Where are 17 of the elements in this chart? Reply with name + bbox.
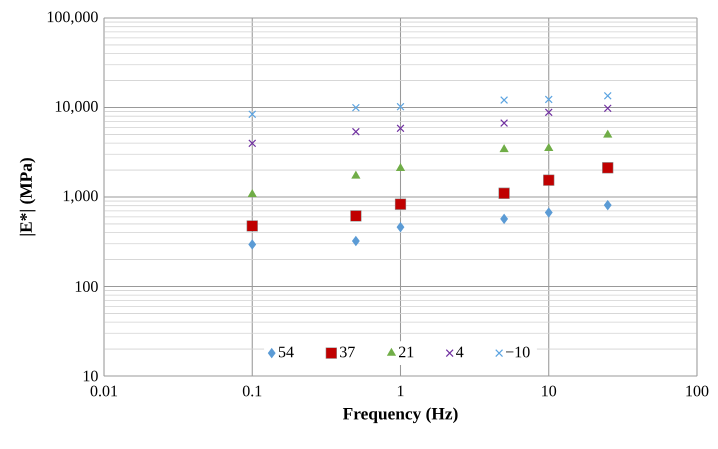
x-tick-label: 10: [542, 386, 556, 396]
x-axis-title: Frequency (Hz): [342, 407, 458, 424]
legend-label: 4: [456, 346, 464, 358]
x-tick-label: 0.01: [90, 386, 118, 396]
legend-label: 21: [398, 346, 414, 358]
x-tick-label: 100: [686, 386, 708, 396]
y-tick-label: 100,000: [48, 11, 98, 25]
x-tick-label: 1: [398, 386, 404, 396]
y-tick-label: 10,000: [56, 100, 98, 114]
y-tick-label: 1,000: [64, 190, 98, 204]
legend-label: 54: [278, 346, 294, 358]
y-axis-title: |E*| (MPa): [20, 158, 36, 236]
y-tick-label: 10: [84, 370, 98, 382]
x-tick-label: 0.1: [242, 386, 262, 396]
legend-label: 37: [340, 346, 355, 358]
legend-label: −10: [506, 346, 530, 358]
y-tick-label: 100: [76, 281, 98, 292]
